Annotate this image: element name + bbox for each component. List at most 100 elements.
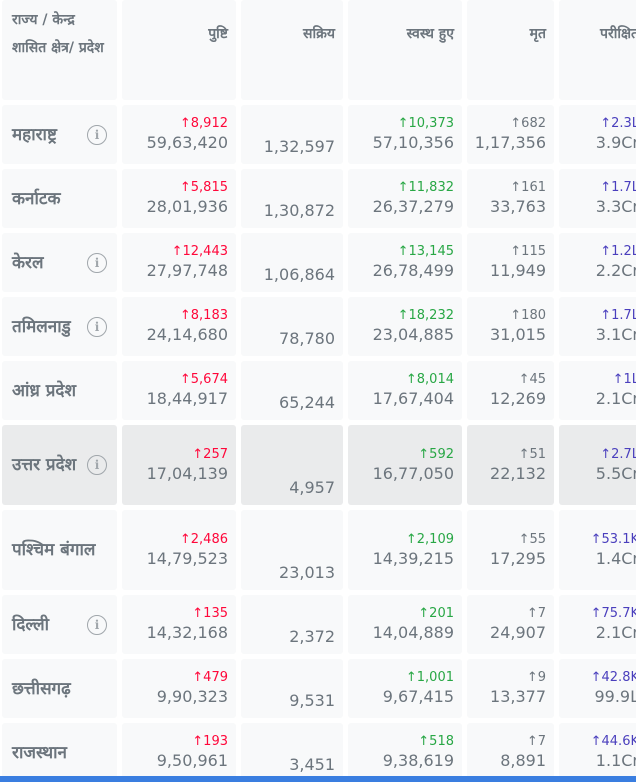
deceased-delta: ↑7 <box>526 606 546 621</box>
confirmed-total: 27,97,748 <box>146 261 228 280</box>
deceased-total: 24,907 <box>490 623 546 642</box>
tested-cell: ↑53.1K 1.4Cr <box>559 510 636 590</box>
active-cell: 2,372 <box>241 595 343 654</box>
tested-total: 3.9Cr <box>595 133 636 152</box>
recovered-cell: ↑518 9,38,619 <box>348 723 462 782</box>
header-state[interactable]: राज्य / केन्द्र शासित क्षेत्र/ प्रदेश <box>2 0 117 100</box>
recovered-delta: ↑201 <box>418 606 454 621</box>
tested-delta: ↑1.7L <box>600 180 636 195</box>
state-name-cell[interactable]: महाराष्ट्र i <box>2 105 117 164</box>
recovered-delta: ↑8,014 <box>405 372 454 387</box>
tested-delta: ↑2.3L <box>600 116 636 131</box>
active-total: 1,06,864 <box>263 265 335 284</box>
active-total: 78,780 <box>279 329 335 348</box>
confirmed-total: 18,44,917 <box>146 389 228 408</box>
tested-delta: ↑53.1K <box>590 531 636 547</box>
deceased-cell: ↑7 8,891 <box>467 723 554 782</box>
header-deceased[interactable]: मृत <box>467 0 554 100</box>
deceased-delta: ↑45 <box>518 372 546 387</box>
tested-delta: ↑1.2L <box>600 244 636 259</box>
state-name-cell[interactable]: पश्चिम बंगाल <box>2 510 117 590</box>
tested-cell: ↑2.3L 3.9Cr <box>559 105 636 164</box>
state-name-cell[interactable]: तमिलनाडु i <box>2 297 117 356</box>
state-name: पश्चिम बंगाल <box>12 540 96 560</box>
recovered-delta: ↑11,832 <box>397 180 454 195</box>
recovered-delta: ↑2,109 <box>405 531 454 547</box>
recovered-delta: ↑10,373 <box>397 116 454 131</box>
confirmed-delta: ↑135 <box>192 606 228 621</box>
state-name-cell[interactable]: केरल i <box>2 233 117 292</box>
deceased-delta: ↑682 <box>510 116 546 131</box>
tested-cell: ↑1.7L 3.1Cr <box>559 297 636 356</box>
deceased-cell: ↑9 13,377 <box>467 659 554 718</box>
deceased-total: 11,949 <box>490 261 546 280</box>
recovered-delta: ↑592 <box>418 446 454 462</box>
active-cell: 1,32,597 <box>241 105 343 164</box>
info-icon[interactable]: i <box>87 614 107 635</box>
deceased-cell: ↑180 31,015 <box>467 297 554 356</box>
confirmed-cell: ↑8,912 59,63,420 <box>122 105 236 164</box>
recovered-total: 26,78,499 <box>372 261 454 280</box>
active-cell: 23,013 <box>241 510 343 590</box>
recovered-delta: ↑18,232 <box>397 308 454 323</box>
tested-cell: ↑1.2L 2.2Cr <box>559 233 636 292</box>
confirmed-delta: ↑5,815 <box>179 180 228 195</box>
confirmed-delta: ↑8,183 <box>179 308 228 323</box>
confirmed-cell: ↑193 9,50,961 <box>122 723 236 782</box>
confirmed-total: 24,14,680 <box>146 325 228 344</box>
info-icon[interactable]: i <box>87 124 107 145</box>
deceased-delta: ↑180 <box>510 308 546 323</box>
deceased-delta: ↑51 <box>518 446 546 462</box>
confirmed-delta: ↑479 <box>192 670 228 685</box>
state-name: महाराष्ट्र <box>12 124 57 145</box>
confirmed-total: 14,32,168 <box>146 623 228 642</box>
tested-cell: ↑42.8K 99.9L <box>559 659 636 718</box>
tested-delta: ↑2.7L <box>600 446 636 462</box>
confirmed-cell: ↑12,443 27,97,748 <box>122 233 236 292</box>
deceased-total: 31,015 <box>490 325 546 344</box>
state-name: केरल <box>12 252 44 273</box>
bottom-bar <box>0 776 636 782</box>
info-icon[interactable]: i <box>87 252 107 273</box>
deceased-cell: ↑682 1,17,356 <box>467 105 554 164</box>
active-cell: 9,531 <box>241 659 343 718</box>
state-name-cell[interactable]: कर्नाटक <box>2 169 117 228</box>
deceased-delta: ↑161 <box>510 180 546 195</box>
active-total: 4,957 <box>289 478 335 497</box>
confirmed-delta: ↑12,443 <box>171 244 228 259</box>
deceased-delta: ↑7 <box>526 734 546 749</box>
deceased-delta: ↑9 <box>526 670 546 685</box>
header-tested[interactable]: परीक्षित <box>559 0 636 100</box>
header-active[interactable]: सक्रिय <box>241 0 343 100</box>
confirmed-total: 59,63,420 <box>146 133 228 152</box>
state-name-cell[interactable]: दिल्ली i <box>2 595 117 654</box>
deceased-cell: ↑7 24,907 <box>467 595 554 654</box>
info-icon[interactable]: i <box>87 316 107 337</box>
recovered-total: 57,10,356 <box>372 133 454 152</box>
state-name-cell[interactable]: आंध्र प्रदेश <box>2 361 117 420</box>
header-confirmed[interactable]: पुष्टि <box>122 0 236 100</box>
tested-cell: ↑75.7K 2.1Cr <box>559 595 636 654</box>
confirmed-delta: ↑257 <box>192 446 228 462</box>
recovered-cell: ↑8,014 17,67,404 <box>348 361 462 420</box>
confirmed-total: 17,04,139 <box>146 463 228 483</box>
recovered-cell: ↑11,832 26,37,279 <box>348 169 462 228</box>
tested-total: 2.2Cr <box>595 261 636 280</box>
active-total: 3,451 <box>289 755 335 774</box>
tested-delta: ↑42.8K <box>590 670 636 685</box>
deceased-cell: ↑45 12,269 <box>467 361 554 420</box>
active-total: 9,531 <box>289 691 335 710</box>
recovered-cell: ↑2,109 14,39,215 <box>348 510 462 590</box>
info-icon[interactable]: i <box>87 455 107 475</box>
active-total: 23,013 <box>279 563 335 582</box>
state-name-cell[interactable]: राजस्थान <box>2 723 117 782</box>
tested-delta: ↑1.7L <box>600 308 636 323</box>
deceased-total: 13,377 <box>490 687 546 706</box>
header-recovered[interactable]: स्वस्थ हुए <box>348 0 462 100</box>
deceased-total: 17,295 <box>490 548 546 568</box>
active-cell: 1,30,872 <box>241 169 343 228</box>
deceased-cell: ↑51 22,132 <box>467 425 554 505</box>
state-name-cell[interactable]: छत्तीसगढ़ <box>2 659 117 718</box>
state-name-cell[interactable]: उत्तर प्रदेश i <box>2 425 117 505</box>
